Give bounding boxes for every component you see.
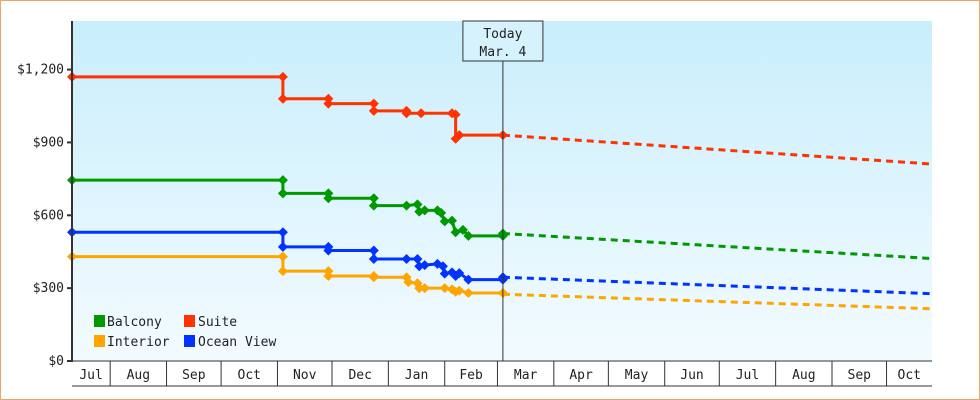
- data-point[interactable]: [437, 261, 448, 272]
- data-point[interactable]: [454, 130, 465, 141]
- series-ocean-view: [67, 227, 933, 296]
- data-point[interactable]: [323, 245, 334, 256]
- y-tick-label: $300: [33, 281, 64, 296]
- x-tick-label: Sep: [182, 368, 206, 383]
- data-point[interactable]: [436, 207, 447, 218]
- data-point[interactable]: [368, 245, 379, 256]
- data-point[interactable]: [368, 272, 379, 283]
- legend-label-ocean-view: Ocean View: [198, 335, 276, 350]
- x-tick-label: Oct: [238, 368, 261, 383]
- data-point[interactable]: [368, 105, 379, 116]
- data-point[interactable]: [463, 288, 474, 298]
- data-point[interactable]: [457, 224, 468, 235]
- series-interior: [67, 251, 933, 311]
- y-tick-label: $0: [48, 354, 64, 369]
- legend-swatch-suite: [184, 315, 195, 327]
- data-point[interactable]: [419, 260, 430, 271]
- data-point[interactable]: [439, 268, 450, 279]
- data-point[interactable]: [277, 71, 288, 82]
- x-tick-label: Mar: [514, 368, 538, 383]
- legend-label-interior: Interior: [107, 335, 170, 350]
- data-point[interactable]: [401, 254, 412, 264]
- data-point[interactable]: [454, 285, 465, 296]
- today-marker: Today Mar. 4: [462, 20, 544, 361]
- data-point[interactable]: [368, 200, 379, 211]
- data-point[interactable]: [412, 254, 423, 264]
- plot-area: [72, 21, 932, 361]
- data-point[interactable]: [401, 200, 412, 211]
- x-tick-label: Feb: [459, 368, 483, 383]
- data-point[interactable]: [277, 266, 288, 277]
- data-point[interactable]: [419, 283, 430, 294]
- legend-label-balcony: Balcony: [107, 315, 162, 330]
- data-point[interactable]: [368, 193, 379, 204]
- x-tick-label: Jun: [680, 368, 703, 383]
- legend-swatch-ocean-view: [184, 335, 195, 347]
- today-box: [462, 20, 544, 62]
- x-tick-label: Aug: [127, 368, 150, 383]
- today-label: Today: [483, 27, 522, 42]
- x-tick-label: May: [625, 368, 649, 383]
- data-point[interactable]: [401, 108, 412, 119]
- data-point[interactable]: [323, 98, 334, 109]
- data-point[interactable]: [414, 283, 425, 294]
- data-point[interactable]: [277, 241, 288, 252]
- data-point[interactable]: [277, 175, 288, 186]
- data-point[interactable]: [368, 98, 379, 109]
- x-tick-label: Jan: [405, 368, 428, 383]
- x-tick-label: Sep: [848, 368, 872, 383]
- y-tick-label: $900: [33, 135, 64, 150]
- data-point[interactable]: [450, 109, 461, 120]
- data-point[interactable]: [277, 93, 288, 104]
- x-tick-label: Dec: [348, 368, 371, 383]
- legend: Balcony Suite Interior Ocean View: [94, 315, 276, 350]
- series-balcony: [67, 175, 933, 261]
- data-point[interactable]: [368, 254, 379, 264]
- data-point[interactable]: [463, 230, 474, 241]
- data-point[interactable]: [403, 277, 414, 288]
- legend-swatch-interior: [94, 335, 105, 347]
- data-point[interactable]: [412, 199, 423, 210]
- data-point[interactable]: [323, 193, 334, 204]
- data-point[interactable]: [463, 274, 474, 285]
- x-tick-label: Jul: [79, 368, 102, 383]
- series-suite: [67, 71, 933, 166]
- data-point[interactable]: [447, 215, 457, 226]
- data-point[interactable]: [439, 216, 450, 227]
- data-point[interactable]: [277, 251, 288, 262]
- data-point[interactable]: [419, 205, 430, 216]
- x-tick-label: Apr: [569, 368, 593, 383]
- data-point[interactable]: [277, 227, 288, 238]
- today-date: Mar. 4: [479, 45, 526, 60]
- y-tick-label: $600: [33, 208, 64, 223]
- data-point[interactable]: [277, 188, 288, 199]
- legend-swatch-balcony: [94, 315, 105, 327]
- data-point[interactable]: [416, 108, 427, 119]
- data-point[interactable]: [439, 283, 450, 294]
- y-tick-label: $1,200: [17, 63, 64, 78]
- x-tick-label: Aug: [792, 368, 815, 383]
- data-point[interactable]: [323, 271, 334, 281]
- legend-label-suite: Suite: [198, 315, 237, 330]
- x-tick-label: Oct: [898, 368, 921, 383]
- x-tick-label: Nov: [293, 368, 317, 383]
- data-point[interactable]: [454, 268, 465, 279]
- x-tick-label: Jul: [736, 368, 759, 383]
